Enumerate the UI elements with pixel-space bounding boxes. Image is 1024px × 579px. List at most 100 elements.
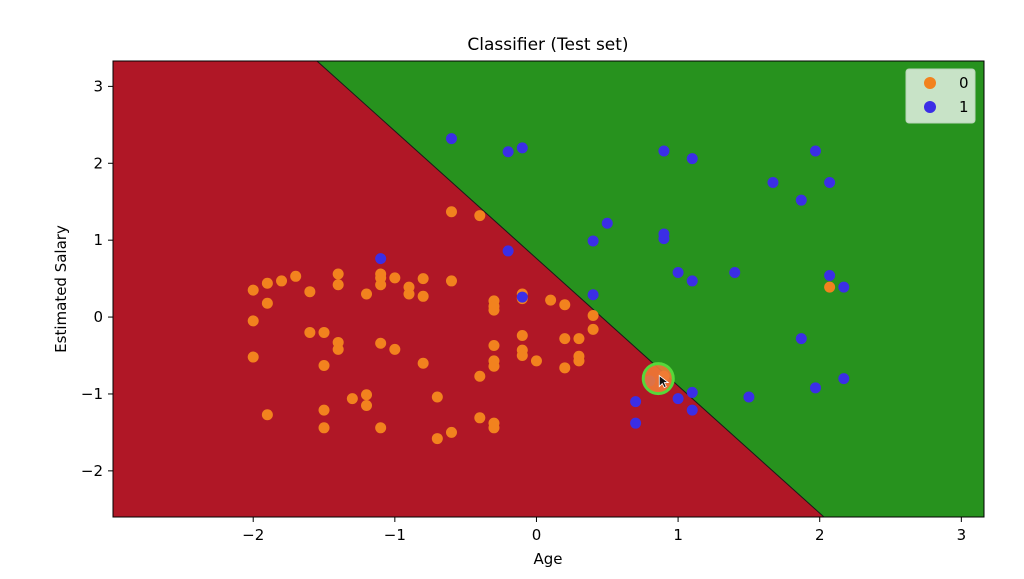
data-point-class-0 (403, 288, 415, 300)
data-point-class-1 (686, 404, 698, 416)
y-tick-label: 1 (93, 231, 103, 249)
chart-title: Classifier (Test set) (467, 35, 628, 55)
data-point-class-0 (247, 351, 259, 363)
data-point-class-1 (686, 386, 698, 398)
data-point-class-0 (417, 273, 429, 285)
data-point-class-0 (361, 399, 373, 411)
data-point-class-0 (332, 343, 344, 355)
data-point-class-0 (276, 275, 288, 287)
y-tick-label: −1 (81, 385, 103, 403)
x-tick-label: −2 (242, 526, 264, 544)
data-point-class-1 (516, 142, 528, 154)
data-point-class-0 (488, 422, 500, 434)
data-point-class-0 (375, 422, 387, 434)
data-point-class-1 (672, 266, 684, 278)
data-point-class-0 (559, 333, 571, 345)
data-point-class-0 (824, 281, 836, 293)
data-point-class-0 (247, 284, 259, 296)
data-point-class-0 (474, 210, 486, 222)
y-axis-ticks: −2 −1 0 1 2 3 (81, 77, 113, 480)
legend-box (905, 68, 976, 124)
data-point-class-0 (247, 315, 259, 327)
data-point-class-0 (417, 290, 429, 302)
data-point-class-0 (346, 393, 358, 405)
data-point-class-0 (488, 340, 500, 352)
data-point-class-1 (743, 391, 755, 403)
data-point-class-1 (767, 176, 779, 188)
data-point-class-0 (304, 326, 316, 338)
data-point-class-0 (488, 360, 500, 372)
decision-boundary-line (316, 61, 825, 517)
data-point-class-0 (261, 409, 273, 421)
data-point-class-0 (318, 360, 330, 372)
y-tick-label: 0 (93, 308, 103, 326)
data-point-class-1 (516, 291, 528, 303)
x-axis-label: Age (533, 550, 562, 568)
data-point-class-0 (375, 279, 387, 291)
data-point-class-0 (375, 337, 387, 349)
data-point-class-0 (488, 304, 500, 316)
decision-region-class-1 (316, 61, 984, 517)
data-point-class-1 (630, 396, 642, 408)
y-tick-label: −2 (81, 462, 103, 480)
data-point-class-0 (318, 404, 330, 416)
mouse-cursor-highlight (641, 362, 675, 396)
data-point-class-0 (361, 389, 373, 401)
data-point-class-0 (445, 206, 457, 218)
data-point-class-1 (658, 228, 670, 240)
data-point-class-1 (838, 281, 850, 293)
cursor-arrow-icon (658, 374, 670, 389)
plot-frame (112, 60, 985, 518)
x-tick-label: 1 (673, 526, 683, 544)
data-point-class-0 (431, 391, 443, 403)
data-point-class-0 (573, 333, 585, 345)
data-point-class-1 (686, 153, 698, 165)
data-point-class-0 (261, 297, 273, 309)
data-point-class-1 (686, 275, 698, 287)
legend-marker-class-0 (924, 77, 936, 89)
legend: 0 1 (905, 68, 976, 124)
data-point-class-1 (809, 145, 821, 157)
data-point-class-0 (587, 323, 599, 335)
legend-marker-class-1 (924, 101, 936, 113)
data-point-class-1 (658, 145, 670, 157)
data-point-class-0 (516, 350, 528, 362)
data-point-class-1 (601, 217, 613, 229)
data-point-class-0 (545, 294, 557, 306)
data-point-class-0 (587, 310, 599, 322)
legend-label-class-1: 1 (959, 98, 969, 116)
x-tick-label: 0 (532, 526, 542, 544)
data-point-class-0 (445, 275, 457, 287)
data-point-class-0 (318, 422, 330, 434)
y-tick-label: 3 (93, 77, 103, 95)
data-point-class-0 (474, 412, 486, 424)
data-point-class-0 (290, 270, 302, 282)
data-point-class-0 (573, 355, 585, 367)
data-point-class-0 (559, 299, 571, 311)
x-tick-label: −1 (384, 526, 406, 544)
data-point-class-0 (445, 426, 457, 438)
scatter-points (247, 133, 850, 445)
data-point-class-0 (318, 326, 330, 338)
data-point-class-1 (824, 270, 836, 282)
data-point-class-1 (672, 393, 684, 405)
y-axis-label: Estimated Salary (52, 225, 70, 353)
data-point-class-1 (809, 382, 821, 394)
data-point-class-0 (389, 343, 401, 355)
data-point-class-1 (630, 417, 642, 429)
data-point-class-1 (502, 245, 514, 257)
data-point-class-1 (795, 194, 807, 206)
data-point-class-0 (516, 330, 528, 342)
data-point-class-1 (375, 253, 387, 265)
data-point-class-0 (332, 268, 344, 280)
x-tick-label: 3 (957, 526, 967, 544)
y-tick-label: 2 (93, 154, 103, 172)
data-point-class-0 (304, 286, 316, 298)
data-point-class-0 (389, 272, 401, 284)
cursor-halo (641, 362, 675, 396)
data-point-class-1 (587, 235, 599, 247)
data-point-class-1 (445, 133, 457, 145)
data-point-class-1 (729, 266, 741, 278)
data-point-class-0 (417, 357, 429, 369)
plot-area (113, 61, 984, 517)
